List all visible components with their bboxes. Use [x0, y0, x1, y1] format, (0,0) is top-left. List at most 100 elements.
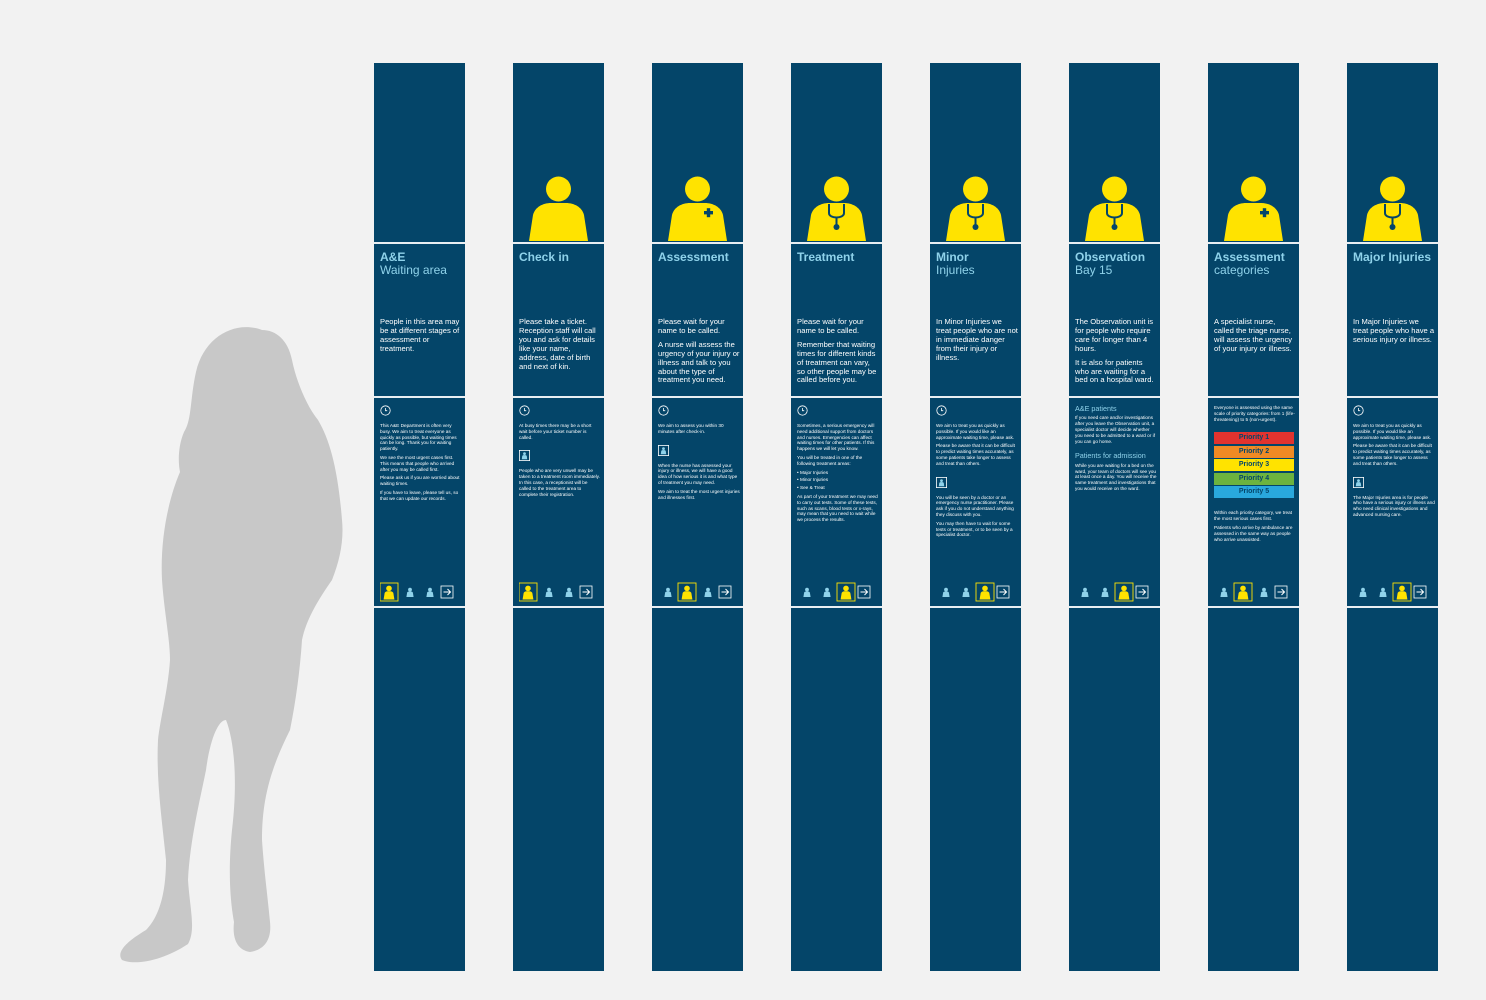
intro-paragraph: Please wait for your name to be called. — [658, 317, 725, 335]
clock-icon — [1353, 405, 1364, 416]
detail-paragraph: People who are very unwell may be taken … — [519, 468, 600, 497]
panel-details: A&E patients If you need care and/or inve… — [1075, 404, 1157, 495]
intro-paragraph: A specialist nurse, called the triage nu… — [1214, 317, 1293, 353]
intro-paragraph: People in this area may be at different … — [380, 317, 460, 353]
doctor-figure-icon — [1085, 176, 1144, 241]
panel-divider — [513, 606, 604, 608]
panel-divider — [1208, 606, 1299, 608]
detail-subheading: Patients for admission — [1075, 451, 1146, 461]
intro-paragraph: It is also for patients who are waiting … — [1075, 357, 1154, 385]
detail-paragraph: You will be treated in one of the follow… — [797, 454, 863, 466]
panel-heading: Assessment — [658, 251, 742, 264]
doctor-figure-icon — [946, 176, 1005, 241]
panel-title: A&E — [380, 250, 406, 264]
priority-bar: Priority 5 — [1214, 486, 1294, 499]
clock-icon — [519, 405, 530, 416]
detail-paragraph: Sometimes, a serious emergency will need… — [797, 423, 875, 452]
list-item: See & Treat — [797, 485, 879, 491]
panel-title: Minor — [936, 250, 969, 264]
panel-divider — [1208, 242, 1299, 244]
pathway-steps-icon — [664, 582, 732, 602]
nurse-figure-icon — [1224, 176, 1283, 241]
detail-paragraph: The Major Injuries area is for people wh… — [1353, 494, 1435, 517]
pathway-steps-icon — [803, 582, 871, 602]
human-silhouette — [120, 327, 343, 963]
panel-divider — [513, 396, 604, 398]
panel-divider — [1347, 242, 1438, 244]
panel-intro: Please take a ticket. Reception staff wi… — [519, 317, 601, 376]
intro-paragraph: Please wait for your name to be called. — [797, 317, 864, 335]
person-icon — [658, 444, 669, 456]
detail-paragraph: You will be seen by a doctor or an emerg… — [936, 494, 1014, 517]
detail-paragraph: Patients who arrive by ambulance are ass… — [1214, 524, 1293, 542]
panel-divider — [652, 242, 743, 244]
intro-paragraph: Please take a ticket. Reception staff wi… — [519, 317, 596, 371]
panel-heading: Assessment categories — [1214, 251, 1298, 277]
clock-icon — [936, 405, 947, 416]
detail-paragraph: Everyone is assessed using the same scal… — [1214, 405, 1295, 422]
list-item: Minor Injuries — [797, 477, 879, 483]
detail-paragraph: Please ask us if you are worried about w… — [380, 475, 460, 487]
panel-divider — [374, 242, 465, 244]
sign-panel: Check in Please take a ticket. Reception … — [513, 63, 604, 971]
panel-details: This A&E Department is often very busy. … — [380, 405, 462, 505]
priority-scale: Priority 1 Priority 2 Priority 3 Priority 4… — [1214, 432, 1294, 499]
sign-panel: Observation Bay 15 The Observation unit is… — [1069, 63, 1160, 971]
panel-divider — [1069, 242, 1160, 244]
doctor-figure-icon — [807, 176, 866, 241]
detail-subheading: A&E patients — [1075, 404, 1117, 413]
detail-paragraph: At busy times there may be a short wait … — [519, 423, 592, 440]
panel-details: We aim to treat you as quickly as possib… — [936, 405, 1018, 541]
clock-icon — [380, 405, 391, 416]
person-icon — [936, 476, 947, 488]
panel-heading: Minor Injuries — [936, 251, 1020, 277]
panel-details: At busy times there may be a short wait … — [519, 405, 601, 500]
intro-paragraph: The Observation unit is for people who r… — [1075, 317, 1154, 353]
panel-intro: In Minor Injuries we treat people who ar… — [936, 317, 1018, 368]
panel-divider — [374, 396, 465, 398]
priority-bar: Priority 3 — [1214, 459, 1294, 472]
doctor-figure-icon — [1363, 176, 1422, 241]
pathway-steps-icon — [942, 582, 1010, 602]
intro-paragraph: Remember that waiting times for differen… — [797, 339, 877, 385]
pathway-steps-icon — [1081, 582, 1149, 602]
detail-paragraph: If you have to leave, please tell us, so… — [380, 489, 459, 501]
priority-bar: Priority 4 — [1214, 472, 1294, 485]
panel-divider — [791, 242, 882, 244]
intro-paragraph: In Major Injuries we treat people who ha… — [1353, 317, 1435, 344]
panel-subtitle: Injuries — [936, 263, 975, 277]
detail-paragraph: As part of your treatment we may need to… — [797, 493, 878, 523]
panel-title: Treatment — [797, 250, 855, 264]
sign-panel: A&E Waiting area People in this area may b… — [374, 63, 465, 971]
panel-title: Assessment — [1214, 250, 1285, 264]
panel-divider — [652, 606, 743, 608]
person-icon — [519, 450, 530, 462]
panel-divider — [1347, 396, 1438, 398]
sign-panel: Assessment categories A specialist nurse, … — [1208, 63, 1299, 971]
panel-title: Major Injuries — [1353, 250, 1432, 264]
panel-details: Everyone is assessed using the same scal… — [1214, 405, 1296, 545]
panel-heading: Major Injuries — [1353, 251, 1437, 264]
panel-subtitle: categories — [1214, 263, 1270, 277]
clock-icon — [658, 405, 669, 416]
panel-divider — [791, 396, 882, 398]
sign-panel: Treatment Please wait for your name to be… — [791, 63, 882, 971]
panel-heading: Observation Bay 15 — [1075, 251, 1159, 277]
panel-divider — [513, 242, 604, 244]
panel-divider — [1069, 606, 1160, 608]
panel-divider — [652, 396, 743, 398]
detail-paragraph: When the nurse has assessed your injury … — [658, 462, 738, 485]
panel-intro: The Observation unit is for people who r… — [1075, 317, 1157, 390]
panel-heading: A&E Waiting area — [380, 251, 464, 277]
panel-intro: Please wait for your name to be called. R… — [797, 317, 879, 390]
panel-divider — [930, 396, 1021, 398]
person-icon — [1353, 476, 1364, 488]
detail-paragraph: We aim to treat you as quickly as possib… — [1353, 423, 1432, 440]
panel-divider — [930, 242, 1021, 244]
clock-icon — [797, 405, 808, 416]
panel-details: We aim to assess you within 30 minutes a… — [658, 405, 740, 503]
panel-divider — [1069, 396, 1160, 398]
intro-paragraph: A nurse will assess the urgency of your … — [658, 339, 740, 385]
pathway-steps-icon — [1220, 582, 1288, 602]
detail-paragraph: Within each priority category, we treat … — [1214, 510, 1293, 522]
